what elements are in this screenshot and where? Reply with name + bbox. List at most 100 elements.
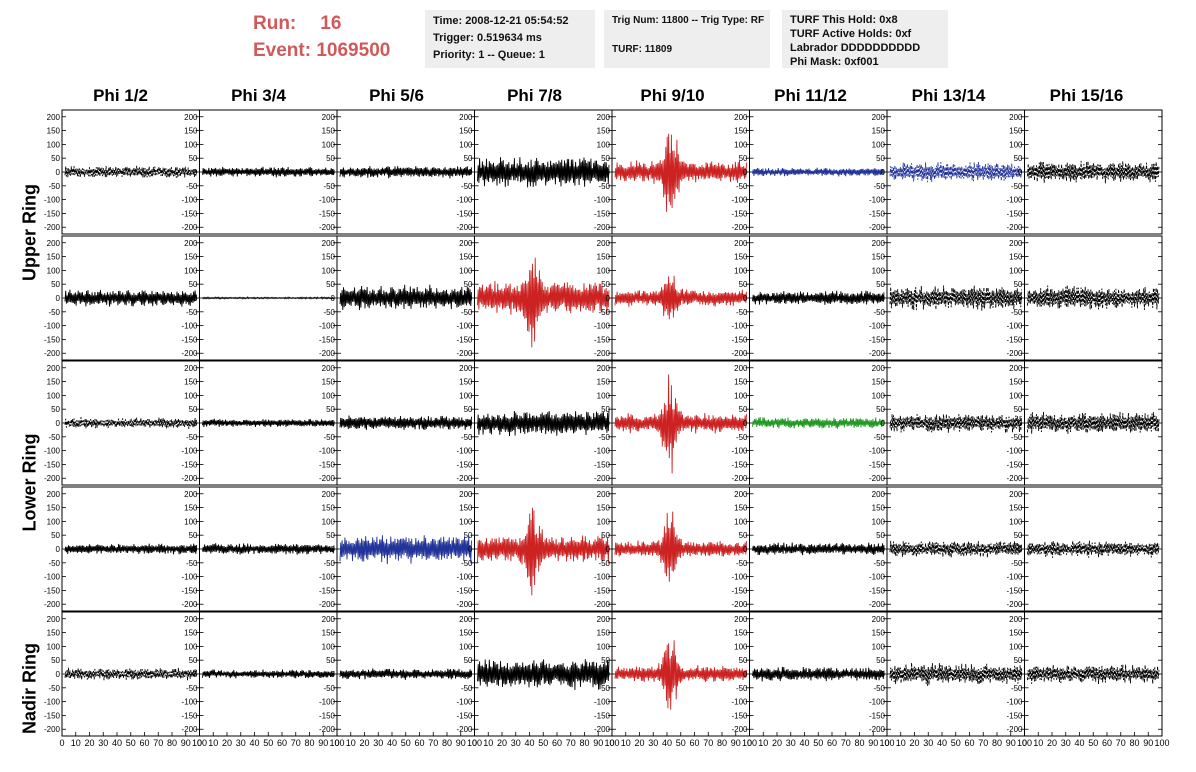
y-tick-label: -150	[731, 335, 748, 344]
y-tick-label: 0	[331, 294, 336, 303]
y-tick-label: -150	[456, 209, 473, 218]
y-tick-label: 150	[184, 378, 198, 387]
x-tick-label: 60	[964, 738, 974, 748]
y-tick-label: -150	[1006, 711, 1023, 720]
waveform-trace	[477, 257, 610, 348]
y-tick-label: -50	[323, 433, 335, 442]
run-label: Run:	[253, 13, 297, 34]
x-tick-label: 80	[854, 738, 864, 748]
y-tick-label: -100	[1006, 447, 1023, 456]
y-tick-label: 100	[734, 517, 748, 526]
y-tick-label: 150	[597, 629, 611, 638]
y-tick-label: 150	[459, 378, 473, 387]
x-tick-label: 30	[1061, 738, 1071, 748]
phi-label-8: Phi 15/16	[1049, 86, 1124, 105]
y-tick-label: -150	[319, 711, 336, 720]
y-tick-label: 200	[872, 364, 886, 373]
y-tick-label: 0	[331, 419, 336, 428]
y-tick-label: -200	[181, 223, 198, 232]
y-tick-label: 200	[459, 615, 473, 624]
y-tick-label: 150	[184, 253, 198, 262]
y-tick-label: -200	[456, 349, 473, 358]
y-tick-label: -200	[456, 223, 473, 232]
waveform-trace	[1027, 160, 1160, 184]
y-tick-label: 150	[597, 127, 611, 136]
y-tick-label: 50	[601, 656, 610, 665]
y-tick-label: 50	[464, 531, 473, 540]
y-tick-label: 0	[606, 168, 611, 177]
y-tick-label: 0	[56, 168, 61, 177]
y-tick-label: 200	[872, 615, 886, 624]
turf-hold-text: TURF This Hold: 0x8	[790, 14, 898, 26]
waveform-panel: 200 150 100 50 0 -50 -100 -150 -200	[44, 109, 200, 235]
y-tick-label: -50	[186, 182, 198, 191]
y-tick-label: 100	[734, 391, 748, 400]
waveform-trace	[889, 540, 1022, 558]
panel-row-2: 200 150 100 50 0 -50 -100 -150 -200 200 150 100 50 0 -…	[44, 360, 1163, 486]
y-tick-label: 50	[601, 280, 610, 289]
y-tick-label: -50	[186, 559, 198, 568]
x-tick-label: 0	[1022, 738, 1027, 748]
x-tick-label: 40	[662, 738, 672, 748]
y-tick-label: -200	[869, 725, 886, 734]
x-tick-label: 30	[648, 738, 658, 748]
x-tick-label: 70	[566, 738, 576, 748]
y-tick-label: 50	[189, 531, 198, 540]
y-tick-label: 150	[734, 127, 748, 136]
x-tick-label: 20	[909, 738, 919, 748]
x-tick-label: 40	[524, 738, 534, 748]
waveform-trace	[64, 289, 197, 307]
y-tick-label: 50	[51, 154, 60, 163]
y-tick-label: -150	[44, 209, 61, 218]
y-tick-label: 150	[459, 253, 473, 262]
y-tick-label: 200	[184, 364, 198, 373]
y-tick-label: -200	[456, 600, 473, 609]
waveform-panel: 200 150 100 50 0 -50 -100 -150 -200	[731, 486, 888, 612]
x-tick-label: 0	[884, 738, 889, 748]
y-tick-label: 200	[322, 364, 336, 373]
y-tick-label: 150	[1009, 127, 1023, 136]
y-tick-label: 0	[606, 670, 611, 679]
waveform-panel: 200 150 100 50 0 -50 -100 -150 -200	[181, 235, 338, 361]
waveform-trace	[889, 161, 1022, 183]
y-tick-label: -50	[598, 684, 610, 693]
y-tick-label: 0	[331, 545, 336, 554]
y-tick-label: -150	[869, 335, 886, 344]
y-tick-label: -100	[594, 322, 611, 331]
y-tick-label: -150	[731, 460, 748, 469]
waveform-trace	[889, 285, 1022, 311]
y-tick-label: 150	[184, 629, 198, 638]
y-tick-label: 150	[597, 253, 611, 262]
y-tick-label: 50	[739, 405, 748, 414]
y-tick-label: 200	[184, 239, 198, 248]
y-tick-label: -100	[731, 196, 748, 205]
waveform-panel: 200 150 100 50 0 -50 -100 -150 -200	[594, 360, 750, 486]
y-tick-label: -150	[44, 335, 61, 344]
waveform-trace	[202, 296, 335, 300]
phi-label-2: Phi 3/4	[231, 86, 286, 105]
y-tick-label: -50	[873, 182, 885, 191]
y-tick-label: -200	[731, 600, 748, 609]
y-tick-label: 0	[606, 545, 611, 554]
y-tick-label: 100	[47, 391, 61, 400]
y-tick-label: -100	[456, 322, 473, 331]
y-tick-label: 100	[734, 266, 748, 275]
y-tick-label: -100	[181, 573, 198, 582]
y-tick-label: 50	[739, 154, 748, 163]
y-tick-label: -150	[319, 335, 336, 344]
x-tick-label: 20	[84, 738, 94, 748]
y-tick-label: -50	[461, 308, 473, 317]
x-tick-label: 0	[609, 738, 614, 748]
y-tick-label: -50	[736, 308, 748, 317]
y-tick-label: -100	[44, 447, 61, 456]
x-tick-label: 20	[772, 738, 782, 748]
y-tick-label: 150	[734, 378, 748, 387]
x-tick-label: 10	[208, 738, 218, 748]
y-tick-label: -150	[181, 711, 198, 720]
x-tick-label: 100	[1154, 738, 1169, 748]
y-tick-label: -100	[869, 322, 886, 331]
y-tick-label: -200	[1006, 725, 1023, 734]
